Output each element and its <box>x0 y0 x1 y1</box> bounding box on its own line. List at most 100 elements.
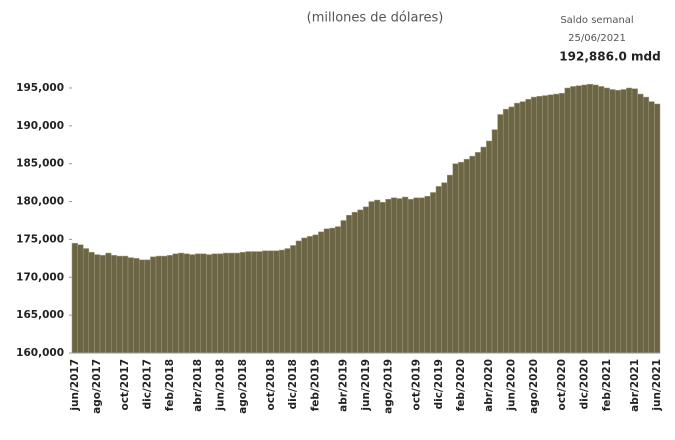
bar <box>609 89 616 354</box>
x-tick-label: feb/2021 <box>601 359 613 411</box>
bar <box>446 174 454 354</box>
bar <box>262 250 269 354</box>
x-tick-label: dic/2017 <box>142 359 154 409</box>
x-tick-label: dic/2019 <box>433 359 445 409</box>
bar <box>178 252 185 354</box>
bar <box>564 87 571 354</box>
x-tick-label: jun/2018 <box>214 359 226 412</box>
bar <box>116 255 123 354</box>
y-tick-label: 190,000 <box>16 120 64 132</box>
bar <box>497 114 504 354</box>
bar <box>519 101 526 354</box>
x-tick-label: ago/2017 <box>91 359 103 414</box>
bar <box>486 140 493 354</box>
bar <box>603 87 610 354</box>
bar <box>77 244 84 354</box>
bar <box>340 220 347 354</box>
chart-subtitle: (millones de dólares) <box>307 11 444 26</box>
x-tick-label: ago/2020 <box>528 359 540 414</box>
x-tick-label: abr/2019 <box>338 359 350 412</box>
bar <box>480 146 487 354</box>
bar <box>194 253 202 354</box>
x-tick-label: oct/2019 <box>410 359 422 411</box>
bar <box>407 199 414 354</box>
y-tick-label: 175,000 <box>16 233 64 245</box>
bar <box>463 158 470 354</box>
bar <box>558 93 566 354</box>
bar <box>530 96 538 354</box>
bar <box>575 85 582 354</box>
bar <box>250 251 258 354</box>
bar <box>626 87 633 354</box>
bar <box>295 240 302 354</box>
x-tick-label: jun/2017 <box>69 359 81 412</box>
bar <box>598 86 605 354</box>
bar <box>329 227 336 354</box>
bar <box>474 152 482 354</box>
bar <box>290 245 297 354</box>
bar <box>99 255 106 354</box>
x-tick-label: dic/2020 <box>578 359 590 409</box>
bar <box>586 83 594 354</box>
bar <box>323 228 330 354</box>
x-tick-label: oct/2020 <box>556 359 568 411</box>
bar <box>278 249 286 354</box>
bar <box>390 197 398 354</box>
x-tick-label: abr/2021 <box>629 359 641 412</box>
bar <box>82 248 90 354</box>
bar <box>267 250 274 354</box>
y-tick-label: 185,000 <box>16 158 64 170</box>
bar <box>402 196 409 354</box>
bar <box>592 84 599 354</box>
bar <box>553 93 560 354</box>
bar <box>166 255 174 354</box>
bar <box>508 106 515 354</box>
bar <box>648 101 655 354</box>
bar <box>312 234 319 354</box>
bar <box>71 242 78 354</box>
bar <box>542 95 549 354</box>
x-tick-label: abr/2018 <box>192 359 204 412</box>
annotation: 25/06/2021 <box>568 33 626 44</box>
y-tick-label: 195,000 <box>16 82 64 94</box>
bar <box>273 250 280 354</box>
annotation: 192,886.0 mdd <box>559 50 660 64</box>
x-tick-label: jun/2019 <box>360 359 372 412</box>
bar <box>200 253 207 354</box>
x-tick-label: feb/2019 <box>310 359 322 411</box>
bar <box>94 254 101 354</box>
bar <box>127 257 134 354</box>
x-tick-label: dic/2018 <box>287 359 299 409</box>
annotation: Saldo semanal <box>560 15 633 26</box>
bar <box>239 252 246 354</box>
bar <box>654 103 661 354</box>
bar <box>441 182 448 354</box>
bar <box>144 259 151 354</box>
bar <box>306 236 314 354</box>
bar <box>206 254 213 354</box>
bar <box>301 237 308 354</box>
bar <box>155 255 162 354</box>
bar <box>362 206 370 354</box>
x-tick-label: jun/2020 <box>506 359 518 412</box>
x-tick-label: abr/2020 <box>483 359 495 412</box>
bar <box>172 253 179 354</box>
bar <box>430 192 437 354</box>
bar <box>228 252 235 354</box>
bar <box>418 197 426 354</box>
bar <box>234 252 241 354</box>
bar <box>396 198 403 354</box>
bar <box>374 199 381 354</box>
bar <box>284 248 291 354</box>
x-tick-label: oct/2018 <box>265 359 277 411</box>
bar <box>435 186 442 354</box>
y-tick-label: 170,000 <box>16 271 64 283</box>
bar <box>256 251 263 354</box>
x-tick-label: ago/2018 <box>237 359 249 414</box>
bar <box>138 259 146 354</box>
bar <box>637 93 644 354</box>
bar <box>105 252 112 354</box>
y-tick-label: 180,000 <box>16 196 64 208</box>
bar <box>222 252 230 354</box>
